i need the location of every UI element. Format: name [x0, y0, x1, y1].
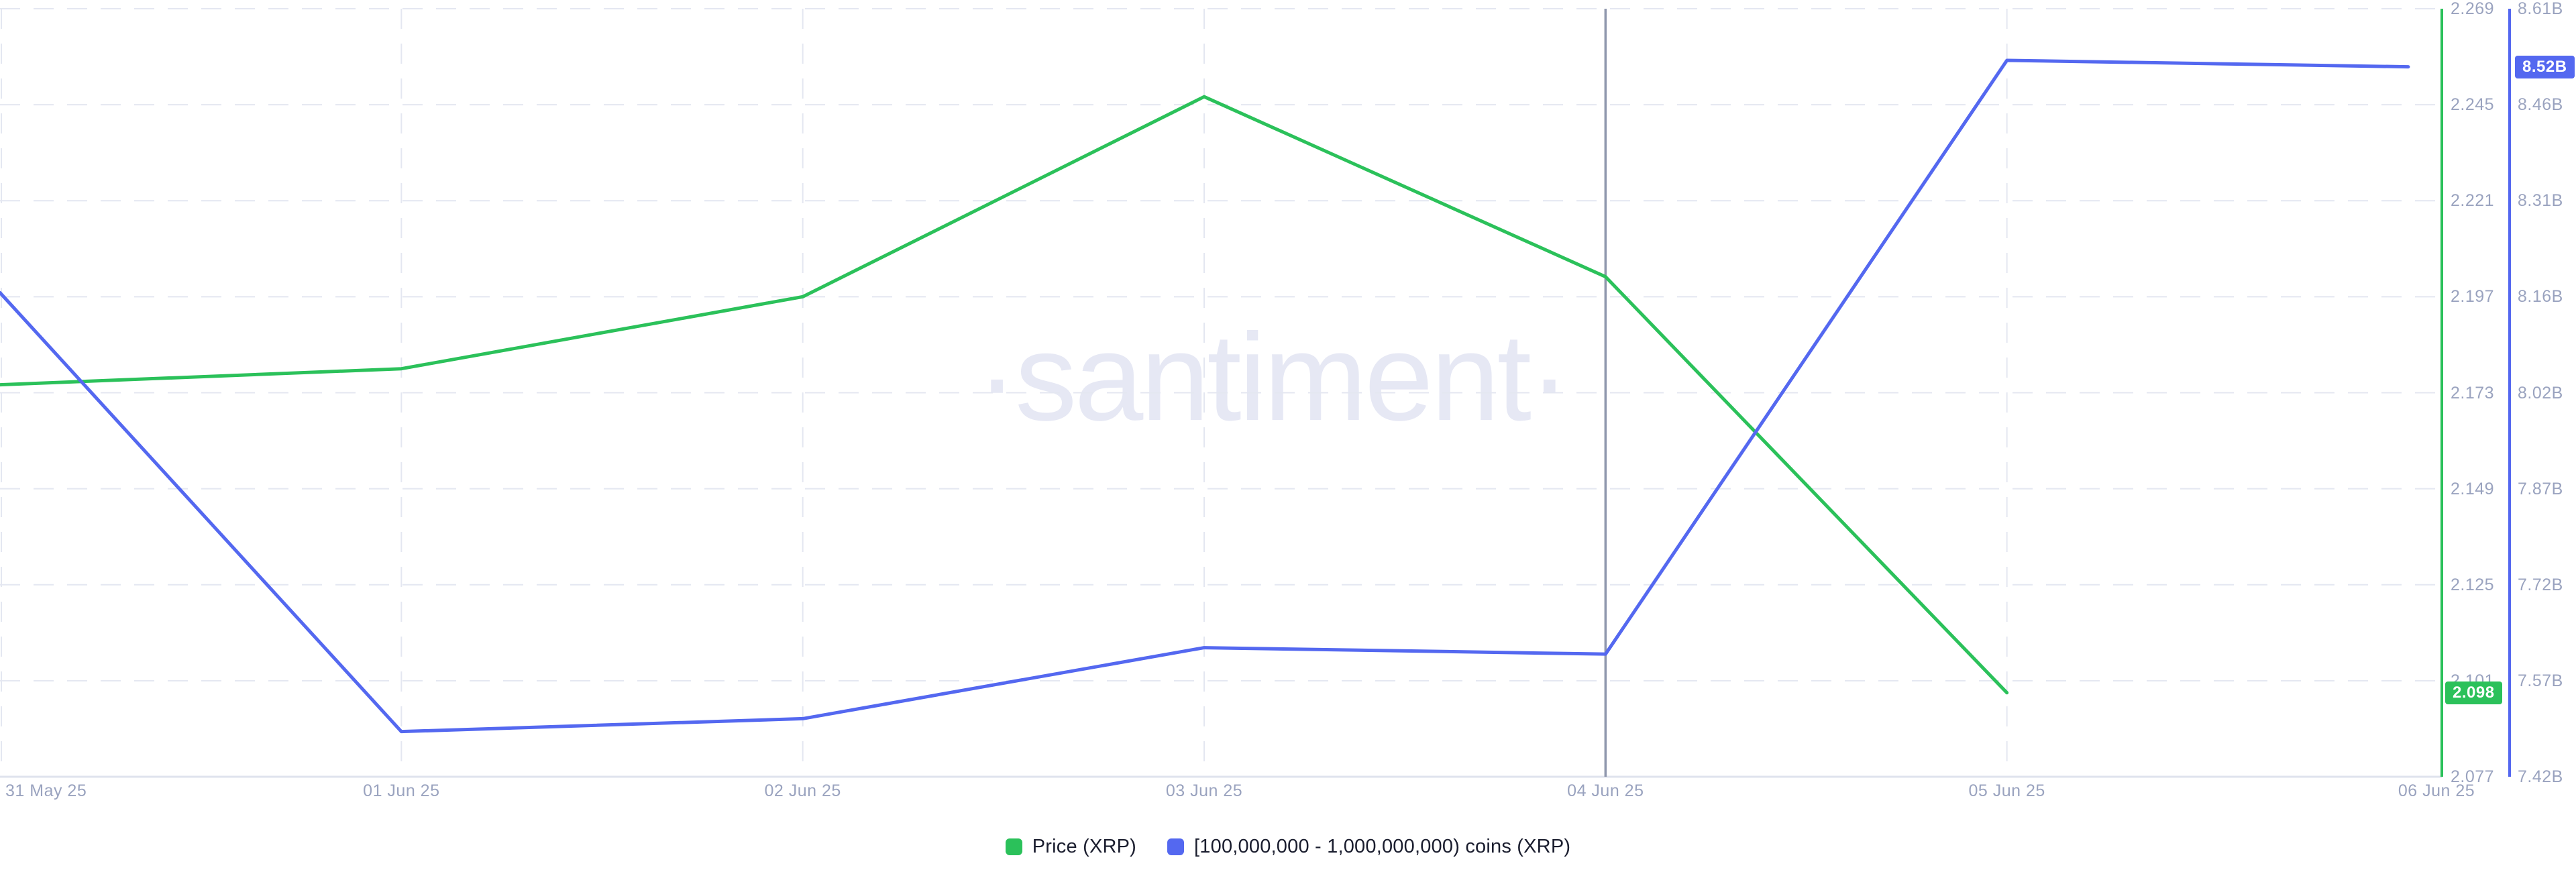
price-tick-label: 2.269: [2451, 0, 2495, 18]
supply-tick-label: 7.87B: [2518, 479, 2563, 498]
supply-tick-label: 7.42B: [2518, 767, 2563, 786]
x-axis-date-label: 06 Jun 25: [2398, 781, 2475, 800]
supply-tick-label: 8.02B: [2518, 383, 2563, 402]
supply-last-value: 8.52B: [2522, 57, 2567, 76]
price-tick-label: 2.173: [2451, 383, 2495, 402]
x-axis-date-label: 04 Jun 25: [1567, 781, 1644, 800]
x-axis-date-label: 01 Jun 25: [363, 781, 440, 800]
supply-last-value-badge: 8.52B: [2515, 55, 2575, 78]
supply-tick-label: 8.31B: [2518, 191, 2563, 211]
supply-tick-label: 8.61B: [2518, 0, 2563, 18]
price-last-value: 2.098: [2453, 683, 2495, 702]
legend-item-price[interactable]: Price (XRP): [1005, 835, 1137, 858]
price-tick-label: 2.149: [2451, 479, 2495, 498]
supply-tick-label: 7.72B: [2518, 575, 2563, 594]
coins-series-swatch-icon: [1167, 838, 1185, 855]
supply-tick-label: 8.16B: [2518, 287, 2563, 307]
santiment-watermark: ·santiment·: [976, 309, 1570, 447]
legend-label-price: Price (XRP): [1032, 835, 1137, 857]
price-tick-label: 2.245: [2451, 95, 2495, 115]
legend-label-coins: [100,000,000 - 1,000,000,000) coins (XRP…: [1194, 835, 1571, 857]
price-tick-label: 2.197: [2451, 287, 2495, 307]
x-axis-date-label: 03 Jun 25: [1165, 781, 1243, 800]
price-tick-label: 2.125: [2451, 575, 2495, 594]
x-axis-date-label: 02 Jun 25: [764, 781, 841, 800]
supply-tick-label: 8.46B: [2518, 95, 2563, 115]
series-line-supply[interactable]: [0, 58, 2410, 734]
series-line-price[interactable]: [0, 95, 2009, 695]
x-axis-date-label: 05 Jun 25: [1968, 781, 2045, 800]
legend: Price (XRP) [100,000,000 - 1,000,000,000…: [0, 830, 2576, 863]
price-series-swatch-icon: [1005, 838, 1022, 855]
supply-tick-label: 7.57B: [2518, 671, 2563, 690]
legend-item-coins[interactable]: [100,000,000 - 1,000,000,000) coins (XRP…: [1167, 836, 1570, 858]
price-tick-label: 2.077: [2451, 767, 2495, 786]
x-axis-date-label: 31 May 25: [5, 781, 87, 800]
price-tick-label: 2.221: [2451, 191, 2495, 211]
price-last-value-badge: 2.098: [2445, 681, 2502, 704]
